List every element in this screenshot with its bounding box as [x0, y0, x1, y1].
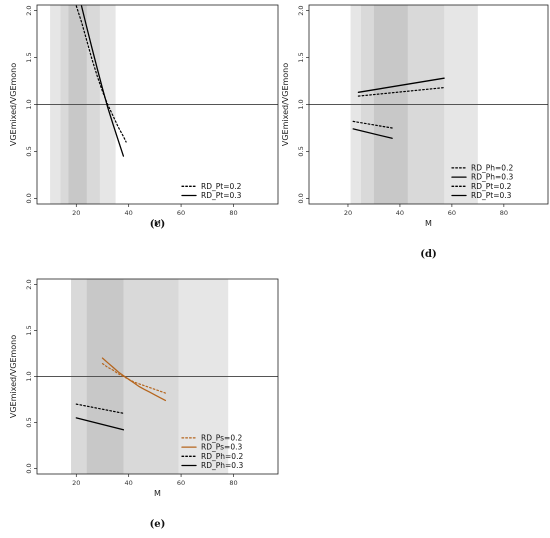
- y-tick-label: 0.5: [297, 146, 305, 156]
- x-tick-label: 20: [72, 479, 80, 487]
- y-tick-label: 1.5: [25, 325, 33, 335]
- y-tick-label: 2.0: [25, 279, 33, 289]
- series-line: [101, 357, 167, 402]
- x-axis-title: M: [154, 219, 161, 228]
- y-tick-label: 1.0: [297, 99, 305, 109]
- y-tick-label: 2.0: [297, 5, 305, 15]
- panel-caption: (c): [150, 219, 166, 230]
- y-tick-label: 2.0: [25, 5, 33, 15]
- series-line: [357, 86, 445, 97]
- panel-caption: (e): [150, 519, 166, 530]
- x-tick-label: 40: [125, 209, 133, 217]
- y-tick-label: 1.5: [297, 52, 305, 62]
- legend-label: RD_Ph=0.3: [471, 173, 513, 182]
- panel-c: 20 40 60 80 0.0 0.5 1.0 1.5 2.0 M VGEmixed/VGEmono…: [9, 4, 279, 230]
- x-tick-label: 60: [177, 479, 185, 487]
- x-axis-title: M: [425, 219, 432, 228]
- legend-label: RD_Ph=0.3: [201, 461, 243, 470]
- x-tick-label: 40: [125, 479, 133, 487]
- x-tick-label: 80: [229, 479, 237, 487]
- series-line: [352, 128, 393, 139]
- x-axis-title: M: [154, 489, 161, 498]
- legend-label: RD_Pt=0.2: [201, 182, 242, 191]
- y-tick-label: 0.0: [25, 463, 33, 473]
- legend-label: RD_Pt=0.2: [471, 182, 512, 191]
- x-tick-label: 40: [396, 209, 404, 217]
- series-line: [101, 363, 166, 394]
- x-tick-label: 60: [448, 209, 456, 217]
- y-tick-label: 0.0: [25, 193, 33, 203]
- y-axis-title: VGEmixed/VGEmono: [9, 63, 18, 146]
- x-tick-label: 80: [500, 209, 508, 217]
- legend-label: RD_Ph=0.2: [201, 452, 243, 461]
- legend-label: RD_Pt=0.3: [201, 191, 242, 200]
- y-tick-label: 1.0: [25, 99, 33, 109]
- x-tick-label: 20: [72, 209, 80, 217]
- series-line: [75, 403, 125, 414]
- legend-label: RD_Pt=0.3: [471, 191, 512, 200]
- panel-caption: (d): [420, 249, 436, 260]
- x-tick-label: 60: [177, 209, 185, 217]
- y-axis-title: VGEmixed/VGEmono: [9, 335, 18, 418]
- y-tick-label: 0.5: [25, 417, 33, 427]
- series-line: [80, 5, 125, 157]
- y-tick-label: 1.5: [25, 52, 33, 62]
- series-line: [75, 5, 127, 143]
- y-tick-label: 0.0: [297, 193, 305, 203]
- panel-e: 20 40 60 80 0.0 0.5 1.0 1.5 2.0 M VGEmixed/VGEmono…: [9, 278, 279, 530]
- y-tick-label: 1.0: [25, 371, 33, 381]
- y-tick-label: 0.5: [25, 146, 33, 156]
- legend-label: RD_Ph=0.2: [471, 163, 513, 172]
- series-line: [75, 417, 125, 431]
- x-tick-label: 20: [344, 209, 352, 217]
- legend-label: RD_Ps=0.2: [201, 433, 242, 442]
- y-axis-title: VGEmixed/VGEmono: [281, 63, 290, 146]
- x-tick-label: 80: [229, 209, 237, 217]
- panel-d: 20 40 60 80 0.0 0.5 1.0 1.5 2.0 M VGEmixed/VGEmono…: [281, 4, 549, 260]
- series-line: [357, 77, 445, 93]
- series-line: [352, 120, 393, 129]
- legend-label: RD_Ps=0.3: [201, 443, 242, 452]
